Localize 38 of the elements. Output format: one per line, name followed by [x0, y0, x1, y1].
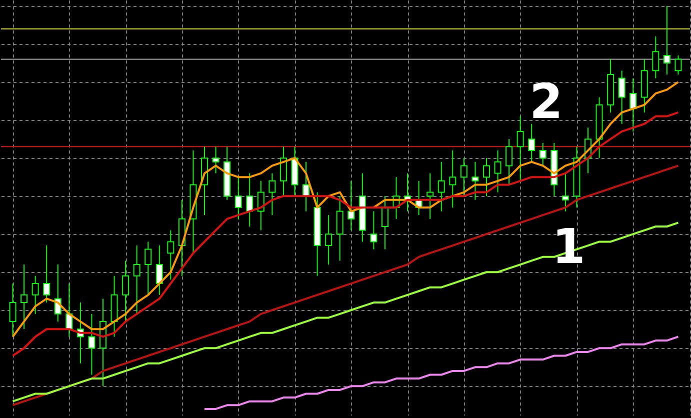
candlestick	[562, 172, 569, 212]
candlestick	[268, 172, 276, 216]
candlestick	[438, 161, 445, 212]
candlestick	[156, 245, 163, 296]
annotation: 2	[529, 74, 563, 130]
candlestick	[472, 161, 479, 200]
candlestick	[280, 146, 287, 197]
candlestick	[482, 158, 490, 197]
candlestick	[652, 36, 660, 79]
candlestick	[88, 313, 96, 376]
candlestick	[167, 230, 174, 280]
candlestick	[43, 245, 50, 304]
candlestick	[674, 54, 682, 75]
candlestick	[506, 138, 513, 186]
candlestick	[618, 70, 626, 124]
candlestick	[630, 78, 637, 132]
candlestick	[144, 241, 152, 296]
candlestick	[449, 150, 456, 208]
candlestick	[32, 275, 39, 314]
candlestick	[212, 146, 220, 174]
candlestick	[528, 123, 536, 162]
candlestick	[133, 245, 140, 314]
candlestick	[663, 6, 670, 75]
candlestick	[20, 264, 28, 330]
candlestick	[381, 196, 388, 250]
candlestick	[426, 172, 434, 220]
candlestick	[370, 210, 378, 250]
candlestick	[122, 260, 130, 322]
candlestick	[234, 176, 242, 220]
candlestick	[9, 283, 16, 338]
candlestick	[348, 180, 355, 231]
candlestick	[460, 158, 468, 197]
candlestick	[336, 196, 344, 262]
candlestick	[246, 172, 254, 228]
candlestick	[494, 150, 502, 193]
candlestick	[539, 142, 546, 166]
candlestick	[325, 214, 332, 266]
candlestick	[516, 116, 524, 182]
